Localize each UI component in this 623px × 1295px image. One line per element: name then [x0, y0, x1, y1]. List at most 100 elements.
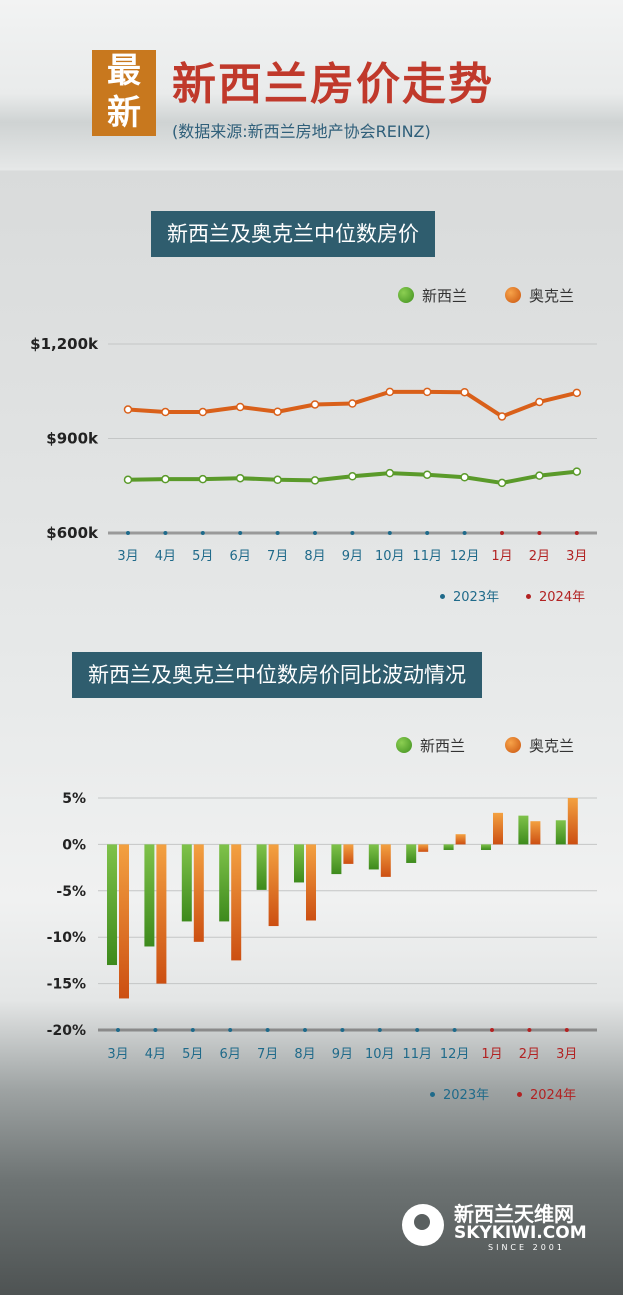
bar-legend-nz-label: 新西兰 [420, 737, 466, 755]
bar [294, 844, 304, 883]
x-tick-label: 12月 [450, 549, 480, 564]
data-point [161, 407, 170, 417]
year-marker [500, 531, 504, 535]
data-point [535, 471, 544, 480]
header-banner: 最 新 新西兰房价走势 (数据来源:新西兰房地产协会REINZ) [0, 0, 623, 170]
kiwi-logo-icon [402, 1204, 444, 1246]
data-point [348, 472, 357, 481]
x-tick-label: 3月 [107, 1047, 128, 1062]
data-point [198, 474, 208, 484]
orange-dot-icon [505, 287, 521, 303]
line-legend-nz-label: 新西兰 [422, 287, 468, 305]
bar [481, 844, 491, 850]
line-legend-nz: 新西兰 [398, 285, 467, 306]
bar [555, 820, 566, 845]
data-point [497, 478, 507, 488]
bar [306, 844, 316, 921]
data-point [535, 397, 544, 407]
data-point [460, 387, 469, 397]
bar-year-legend-2024: 2024年 [517, 1084, 576, 1103]
badge-char-1: 最 [107, 51, 141, 91]
y-tick-label: -20% [47, 1023, 86, 1039]
year-marker [153, 1028, 158, 1032]
bar [107, 844, 117, 966]
line-year-legend-2023: 2023年 [440, 586, 499, 605]
data-point [273, 475, 282, 485]
bar [268, 844, 279, 927]
bar [156, 844, 167, 984]
bar-year-legend-2024-label: 2024年 [530, 1088, 577, 1103]
bar-chart: -20% -15% -10% -5% 0% 5% 3月 4月 5月 6月 7月 8月 9月 10月 11月 1… [47, 791, 597, 1062]
data-source: (数据来源:新西兰房地产协会REINZ) [172, 122, 431, 141]
data-point [385, 468, 395, 478]
year-marker [275, 531, 280, 535]
x-tick-label: 7月 [267, 549, 288, 564]
data-point [460, 472, 469, 482]
y-tick-label: -5% [56, 884, 86, 900]
y-tick-label: 0% [62, 837, 86, 853]
y-tick-label: -10% [47, 930, 86, 946]
x-tick-label: 7月 [257, 1047, 278, 1062]
data-point [497, 412, 507, 421]
year-marker [574, 531, 579, 535]
y-tick-label: $900k [46, 430, 99, 448]
y-tick-label: -15% [47, 977, 86, 993]
x-tick-label: 9月 [332, 1047, 353, 1062]
line-legend-akl-label: 奥克兰 [529, 287, 575, 305]
year-marker [462, 531, 467, 535]
data-point [235, 473, 245, 483]
x-tick-label: 3月 [556, 1047, 577, 1062]
bar [119, 844, 129, 999]
bar [455, 834, 466, 845]
x-tick-label: 1月 [481, 1047, 502, 1062]
line-year-legend-2024-label: 2024年 [539, 590, 586, 605]
line-year-legend-2023-label: 2023年 [453, 590, 500, 605]
bar-legend-akl-label: 奥克兰 [529, 737, 575, 755]
year-marker [116, 1028, 120, 1032]
year-marker [452, 1028, 457, 1032]
logo-english: SKYKIWI.COM [454, 1223, 587, 1243]
year-marker [425, 531, 430, 535]
data-point [422, 387, 432, 397]
year-marker [350, 531, 355, 535]
bar [368, 844, 379, 870]
bar-year-legend-2023-label: 2023年 [443, 1088, 490, 1103]
x-tick-label: 5月 [192, 549, 213, 564]
green-dot-icon [396, 737, 412, 753]
skykiwi-logo: 新西兰天维网 SKYKIWI.COM SINCE 2001 [402, 1198, 602, 1258]
bar [518, 815, 529, 845]
logo-since: SINCE 2001 [488, 1243, 565, 1252]
year-marker [313, 531, 317, 535]
data-point [310, 476, 320, 485]
red-dot-icon [517, 1092, 522, 1097]
data-point [572, 467, 582, 476]
y-tick-label: $600k [46, 524, 99, 542]
data-point [422, 470, 432, 479]
line-chart: $600k $900k $1,200k 3月 4月 5月 6月 7月 8月 9月 10月 11月 12月… [30, 335, 597, 564]
bar [331, 844, 342, 875]
year-marker [265, 1028, 270, 1032]
x-tick-label: 8月 [294, 1047, 315, 1062]
badge-char-2: 新 [107, 93, 141, 133]
bar-legend-nz: 新西兰 [396, 735, 465, 756]
bar [406, 844, 417, 863]
data-point [348, 399, 357, 408]
x-tick-label: 1月 [491, 549, 512, 564]
bar [256, 844, 267, 890]
bar-legend-akl: 奥克兰 [505, 735, 574, 756]
x-tick-label: 4月 [145, 1047, 166, 1062]
bar [144, 844, 155, 947]
logo-chinese: 新西兰天维网 [454, 1202, 574, 1226]
line-year-legend-2024: 2024年 [526, 586, 585, 605]
bar [567, 798, 578, 845]
year-marker [527, 1028, 532, 1032]
x-tick-label: 2月 [529, 549, 550, 564]
data-point [161, 474, 170, 484]
x-tick-label: 6月 [220, 1047, 241, 1062]
bar [343, 844, 354, 864]
data-point [310, 400, 320, 409]
bar [181, 844, 192, 922]
bar [493, 812, 503, 845]
page-title: 新西兰房价走势 [172, 59, 494, 110]
data-point [235, 402, 245, 412]
